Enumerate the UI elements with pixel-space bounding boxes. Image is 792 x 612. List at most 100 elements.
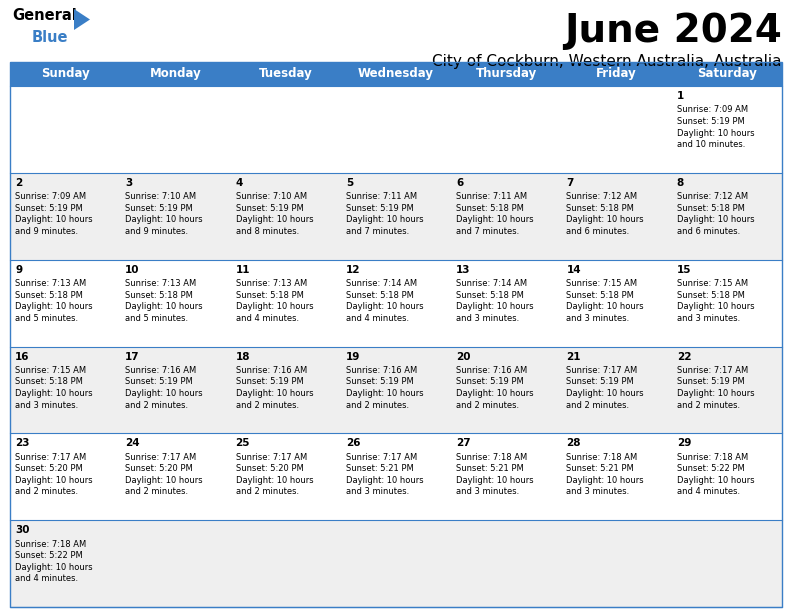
Text: Sunset: 5:19 PM: Sunset: 5:19 PM [566, 378, 634, 387]
Text: Sunrise: 7:16 AM: Sunrise: 7:16 AM [456, 366, 527, 375]
Text: Sunset: 5:21 PM: Sunset: 5:21 PM [346, 465, 413, 473]
Text: Sunset: 5:19 PM: Sunset: 5:19 PM [346, 378, 413, 387]
Text: Sunset: 5:18 PM: Sunset: 5:18 PM [566, 204, 634, 213]
Text: Sunset: 5:18 PM: Sunset: 5:18 PM [125, 291, 193, 300]
Text: Sunrise: 7:13 AM: Sunrise: 7:13 AM [15, 279, 86, 288]
Text: Sunrise: 7:16 AM: Sunrise: 7:16 AM [346, 366, 417, 375]
Bar [10, 520, 782, 607]
Bar [10, 86, 782, 173]
Text: 7: 7 [566, 178, 573, 188]
Text: and 3 minutes.: and 3 minutes. [456, 487, 520, 496]
Text: Sunrise: 7:11 AM: Sunrise: 7:11 AM [346, 192, 417, 201]
Text: and 4 minutes.: and 4 minutes. [235, 314, 299, 323]
Text: Sunrise: 7:13 AM: Sunrise: 7:13 AM [125, 279, 196, 288]
Text: 8: 8 [676, 178, 684, 188]
Text: Sunrise: 7:17 AM: Sunrise: 7:17 AM [125, 453, 196, 462]
Text: Sunrise: 7:17 AM: Sunrise: 7:17 AM [235, 453, 307, 462]
Text: Blue: Blue [32, 30, 68, 45]
Bar [10, 259, 782, 346]
Text: Daylight: 10 hours: Daylight: 10 hours [15, 302, 93, 311]
Text: 16: 16 [15, 351, 29, 362]
Text: Sunset: 5:18 PM: Sunset: 5:18 PM [235, 291, 303, 300]
Text: Sunset: 5:20 PM: Sunset: 5:20 PM [125, 465, 193, 473]
Text: Sunrise: 7:18 AM: Sunrise: 7:18 AM [676, 453, 748, 462]
Text: Daylight: 10 hours: Daylight: 10 hours [346, 476, 424, 485]
Text: 15: 15 [676, 264, 691, 275]
Text: Sunrise: 7:16 AM: Sunrise: 7:16 AM [125, 366, 196, 375]
Text: and 9 minutes.: and 9 minutes. [125, 227, 188, 236]
Text: and 7 minutes.: and 7 minutes. [456, 227, 520, 236]
Text: Daylight: 10 hours: Daylight: 10 hours [15, 389, 93, 398]
Text: Sunset: 5:22 PM: Sunset: 5:22 PM [676, 465, 744, 473]
Text: and 3 minutes.: and 3 minutes. [566, 487, 630, 496]
Text: 21: 21 [566, 351, 581, 362]
Text: Daylight: 10 hours: Daylight: 10 hours [15, 562, 93, 572]
Text: and 10 minutes.: and 10 minutes. [676, 140, 745, 149]
Text: Sunrise: 7:15 AM: Sunrise: 7:15 AM [15, 366, 86, 375]
Text: 18: 18 [235, 351, 250, 362]
Text: Sunrise: 7:17 AM: Sunrise: 7:17 AM [346, 453, 417, 462]
Text: Monday: Monday [150, 67, 201, 81]
Text: and 5 minutes.: and 5 minutes. [125, 314, 188, 323]
Text: General: General [12, 8, 77, 23]
Text: Sunset: 5:18 PM: Sunset: 5:18 PM [456, 291, 524, 300]
Text: Daylight: 10 hours: Daylight: 10 hours [125, 389, 203, 398]
Text: Daylight: 10 hours: Daylight: 10 hours [456, 476, 534, 485]
Text: Sunset: 5:19 PM: Sunset: 5:19 PM [125, 204, 193, 213]
Text: Daylight: 10 hours: Daylight: 10 hours [676, 389, 754, 398]
Text: Daylight: 10 hours: Daylight: 10 hours [566, 215, 644, 225]
Text: 5: 5 [346, 178, 353, 188]
Text: Sunrise: 7:18 AM: Sunrise: 7:18 AM [456, 453, 527, 462]
Text: Daylight: 10 hours: Daylight: 10 hours [125, 302, 203, 311]
Text: Sunrise: 7:13 AM: Sunrise: 7:13 AM [235, 279, 307, 288]
Text: and 3 minutes.: and 3 minutes. [676, 314, 740, 323]
Text: Sunset: 5:20 PM: Sunset: 5:20 PM [15, 465, 82, 473]
Text: June 2024: June 2024 [564, 12, 782, 50]
Text: Sunset: 5:19 PM: Sunset: 5:19 PM [125, 378, 193, 387]
Text: Daylight: 10 hours: Daylight: 10 hours [235, 476, 313, 485]
Text: and 2 minutes.: and 2 minutes. [346, 400, 409, 409]
Text: Sunrise: 7:10 AM: Sunrise: 7:10 AM [235, 192, 307, 201]
Text: 29: 29 [676, 438, 691, 449]
Text: Daylight: 10 hours: Daylight: 10 hours [566, 302, 644, 311]
Text: 20: 20 [456, 351, 470, 362]
Text: Sunrise: 7:15 AM: Sunrise: 7:15 AM [566, 279, 638, 288]
Bar [10, 173, 782, 259]
Text: Daylight: 10 hours: Daylight: 10 hours [676, 302, 754, 311]
Text: Friday: Friday [596, 67, 637, 81]
Text: Daylight: 10 hours: Daylight: 10 hours [456, 302, 534, 311]
Text: Sunset: 5:21 PM: Sunset: 5:21 PM [566, 465, 634, 473]
Text: Daylight: 10 hours: Daylight: 10 hours [456, 215, 534, 225]
Text: Daylight: 10 hours: Daylight: 10 hours [235, 302, 313, 311]
Text: Sunset: 5:18 PM: Sunset: 5:18 PM [676, 291, 744, 300]
Text: 4: 4 [235, 178, 243, 188]
Text: 10: 10 [125, 264, 139, 275]
Text: Daylight: 10 hours: Daylight: 10 hours [456, 389, 534, 398]
Text: Daylight: 10 hours: Daylight: 10 hours [566, 389, 644, 398]
Text: Daylight: 10 hours: Daylight: 10 hours [125, 476, 203, 485]
Text: Sunset: 5:19 PM: Sunset: 5:19 PM [676, 117, 744, 126]
Text: Sunset: 5:22 PM: Sunset: 5:22 PM [15, 551, 82, 560]
Text: 6: 6 [456, 178, 463, 188]
Bar [10, 433, 782, 520]
Text: Sunrise: 7:09 AM: Sunrise: 7:09 AM [15, 192, 86, 201]
Text: Sunrise: 7:10 AM: Sunrise: 7:10 AM [125, 192, 196, 201]
Text: and 6 minutes.: and 6 minutes. [566, 227, 630, 236]
Text: 1: 1 [676, 91, 684, 101]
Text: Daylight: 10 hours: Daylight: 10 hours [676, 215, 754, 225]
Text: Sunset: 5:18 PM: Sunset: 5:18 PM [15, 291, 83, 300]
Text: and 8 minutes.: and 8 minutes. [235, 227, 299, 236]
Text: and 2 minutes.: and 2 minutes. [456, 400, 520, 409]
Text: Sunset: 5:18 PM: Sunset: 5:18 PM [456, 204, 524, 213]
Text: and 2 minutes.: and 2 minutes. [235, 400, 299, 409]
Text: and 2 minutes.: and 2 minutes. [676, 400, 740, 409]
Text: and 3 minutes.: and 3 minutes. [15, 400, 78, 409]
Text: Sunset: 5:18 PM: Sunset: 5:18 PM [15, 378, 83, 387]
Text: Sunrise: 7:11 AM: Sunrise: 7:11 AM [456, 192, 527, 201]
Text: 25: 25 [235, 438, 250, 449]
Text: Sunrise: 7:15 AM: Sunrise: 7:15 AM [676, 279, 748, 288]
Bar [10, 62, 782, 86]
Text: and 3 minutes.: and 3 minutes. [566, 314, 630, 323]
Text: Daylight: 10 hours: Daylight: 10 hours [566, 476, 644, 485]
Text: and 7 minutes.: and 7 minutes. [346, 227, 409, 236]
